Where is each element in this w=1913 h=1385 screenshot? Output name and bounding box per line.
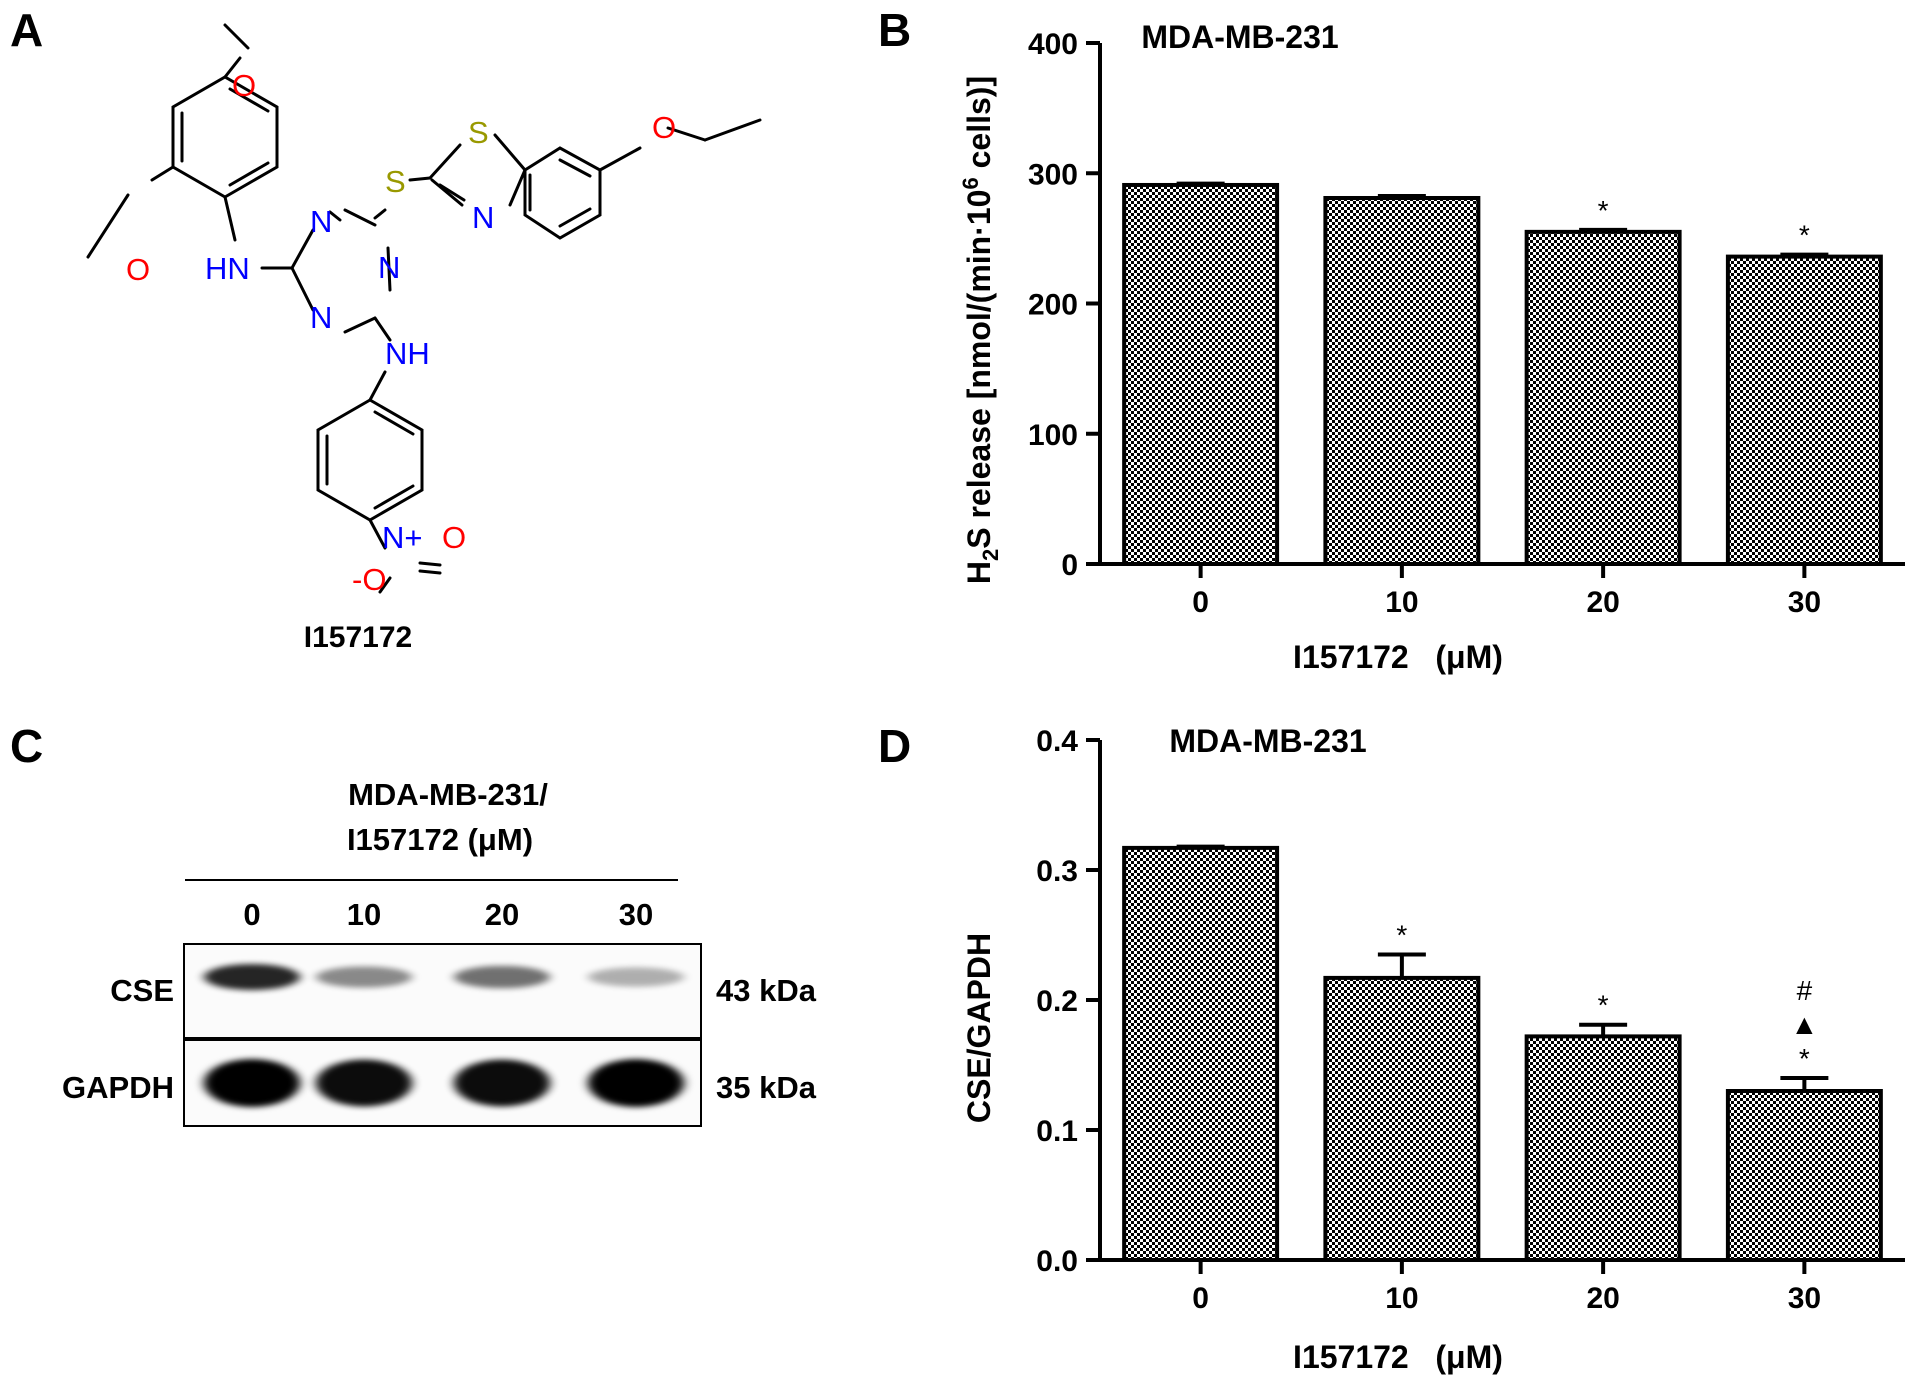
- lane-label-20: 20: [485, 897, 519, 932]
- chart-d-significance-mark: *: [1396, 920, 1407, 951]
- atom-o-left: O: [126, 252, 150, 287]
- dimethoxyphenyl-ring: [171, 75, 279, 199]
- panel-letter-c: C: [10, 720, 43, 772]
- chart-d-bar: [1524, 1034, 1682, 1263]
- chart-b-xlabel: I157172 (μM): [1293, 639, 1503, 675]
- blot-band: [454, 965, 550, 989]
- chart-d-significance-mark: *: [1598, 990, 1609, 1021]
- atom-n-plus: N+: [382, 520, 423, 555]
- nitrophenyl-ring: [316, 398, 424, 522]
- atom-n-triazine-1: N: [310, 204, 332, 239]
- blot-band: [588, 967, 684, 987]
- chart-b-ytick-label: 100: [1028, 419, 1078, 452]
- blot-header-line1: MDA-MB-231/: [348, 777, 548, 812]
- chart-b-ytick-label: 400: [1028, 28, 1078, 61]
- chart-b-xtick-label: 10: [1385, 586, 1418, 619]
- chart-b-bar: [1725, 254, 1883, 566]
- panel-letter-d: D: [878, 720, 911, 772]
- chart-b-xtick-label: 20: [1586, 586, 1619, 619]
- atom-o-minus: -O: [352, 562, 386, 597]
- row-size-cse: 43 kDa: [716, 973, 817, 1008]
- atom-n-ring: N: [472, 200, 494, 235]
- chart-b-title: MDA-MB-231: [1141, 19, 1338, 55]
- panel-letter-a: A: [10, 4, 43, 56]
- atom-o-double: O: [442, 520, 466, 555]
- chart-d-xtick-label: 20: [1586, 1282, 1619, 1315]
- chart-d-significance-mark: ▲: [1791, 1009, 1819, 1040]
- chart-b-xtick-label: 30: [1788, 586, 1821, 619]
- chemical-structure: [86, 23, 762, 594]
- atom-s-ring: S: [468, 115, 489, 150]
- chart-b: MDA-MB-231 0 100 200 300 400 0 10 20 30 * * I1571…: [958, 19, 1905, 675]
- chart-b-significance-mark: *: [1799, 220, 1810, 251]
- atom-n-triazine-2: N: [378, 250, 400, 285]
- atom-s-thioether: S: [385, 164, 406, 199]
- blot-band: [588, 1059, 684, 1107]
- chart-b-bar: [1524, 229, 1682, 567]
- chart-d: MDA-MB-231 0.00.10.20.30.40 10 20 30 ***▲# …: [961, 723, 1905, 1375]
- chart-d-xtick-label: 10: [1385, 1282, 1418, 1315]
- chart-d-bar: [1122, 845, 1280, 1263]
- atom-labels: O O HN S S N O N N N NH N+ O -O I157172: [126, 68, 676, 654]
- panel-letter-b: B: [878, 4, 911, 56]
- atom-o-ethoxy: O: [652, 110, 676, 145]
- atom-o-top: O: [232, 68, 256, 103]
- row-size-gapdh: 35 kDa: [716, 1070, 817, 1105]
- chart-d-xtick-label: 0: [1192, 1282, 1209, 1315]
- chart-b-ytick-label: 300: [1028, 158, 1078, 191]
- row-label-cse: CSE: [110, 973, 174, 1008]
- chart-d-ytick-label: 0.2: [1036, 985, 1078, 1018]
- chart-d-bar: [1725, 1089, 1883, 1262]
- chart-d-bar: [1323, 975, 1481, 1263]
- chart-b-significance-mark: *: [1598, 195, 1609, 226]
- benzothiazole: [428, 133, 602, 240]
- chart-d-significance-mark: *: [1799, 1043, 1810, 1074]
- blot-strip-cse: [183, 943, 702, 1039]
- chart-d-ytick-label: 0.1: [1036, 1115, 1078, 1148]
- atom-nh: NH: [385, 336, 430, 371]
- blot-band: [316, 966, 412, 988]
- triazine-ring: [290, 208, 392, 334]
- chart-d-ylabel: CSE/GAPDH: [961, 933, 997, 1123]
- chart-d-ytick-label: 0.3: [1036, 855, 1078, 888]
- chart-b-ylabel: H2S release [nmol/(min·106 cells)]: [958, 76, 1003, 584]
- chart-d-ytick-label: 0.0: [1036, 1245, 1078, 1278]
- chart-b-bar: [1323, 195, 1481, 566]
- chart-b-xtick-label: 0: [1192, 586, 1209, 619]
- compound-name: I157172: [304, 621, 412, 654]
- lane-label-30: 30: [619, 897, 653, 932]
- atom-hn: HN: [205, 251, 250, 286]
- chart-d-xlabel: I157172 (μM): [1293, 1339, 1503, 1375]
- chart-d-significance-mark: #: [1797, 975, 1813, 1006]
- chart-b-ytick-label: 0: [1061, 549, 1078, 582]
- chart-b-bar: [1122, 182, 1280, 566]
- lane-label-10: 10: [347, 897, 381, 932]
- blot-band: [454, 1059, 550, 1107]
- atom-n-triazine-3: N: [310, 300, 332, 335]
- blot-band: [204, 963, 300, 991]
- blot-header-line2: I157172 (μM): [347, 822, 533, 857]
- row-label-gapdh: GAPDH: [62, 1070, 174, 1105]
- blot-band: [316, 1059, 412, 1107]
- chart-d-xtick-label: 30: [1788, 1282, 1821, 1315]
- lane-label-0: 0: [243, 897, 260, 932]
- chart-d-ytick-label: 0.4: [1036, 725, 1078, 758]
- chart-d-title: MDA-MB-231: [1169, 723, 1366, 759]
- chart-b-ytick-label: 200: [1028, 289, 1078, 322]
- blot-band: [204, 1059, 300, 1107]
- western-blot: MDA-MB-231/ I157172 (μM) 0 10 20 30 CSE …: [62, 777, 817, 1127]
